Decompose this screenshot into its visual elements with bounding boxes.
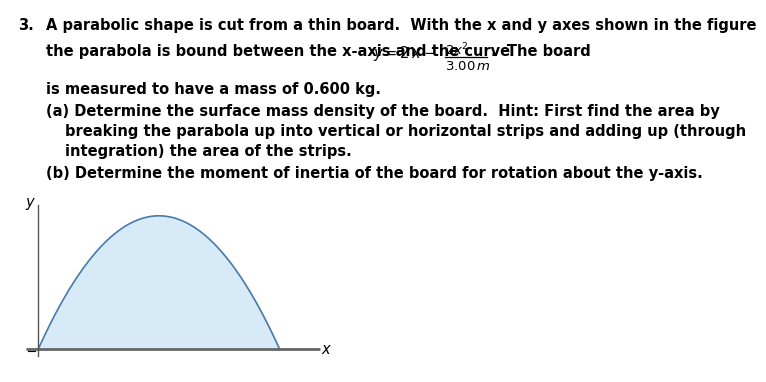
Text: $3.00\,m$: $3.00\,m$: [445, 60, 490, 73]
Text: integration) the area of the strips.: integration) the area of the strips.: [65, 144, 352, 159]
Text: (a) Determine the surface mass density of the board.  Hint: First find the area : (a) Determine the surface mass density o…: [46, 104, 720, 119]
Text: A parabolic shape is cut from a thin board.  With the x and y axes shown in the : A parabolic shape is cut from a thin boa…: [46, 18, 757, 33]
Text: (b) Determine the moment of inertia of the board for rotation about the y-axis.: (b) Determine the moment of inertia of t…: [46, 166, 702, 181]
Text: breaking the parabola up into vertical or horizontal strips and adding up (throu: breaking the parabola up into vertical o…: [65, 124, 746, 139]
Text: x: x: [322, 342, 330, 357]
Text: .  The board: . The board: [491, 44, 591, 59]
Text: y: y: [25, 195, 34, 210]
Text: the parabola is bound between the x-axis and the curve: the parabola is bound between the x-axis…: [46, 44, 516, 59]
Text: $2x^2$: $2x^2$: [445, 42, 469, 58]
Text: is measured to have a mass of 0.600 kg.: is measured to have a mass of 0.600 kg.: [46, 82, 381, 97]
Text: 3.: 3.: [18, 18, 34, 33]
Text: $y = 2\,x -$: $y = 2\,x -$: [373, 44, 436, 63]
